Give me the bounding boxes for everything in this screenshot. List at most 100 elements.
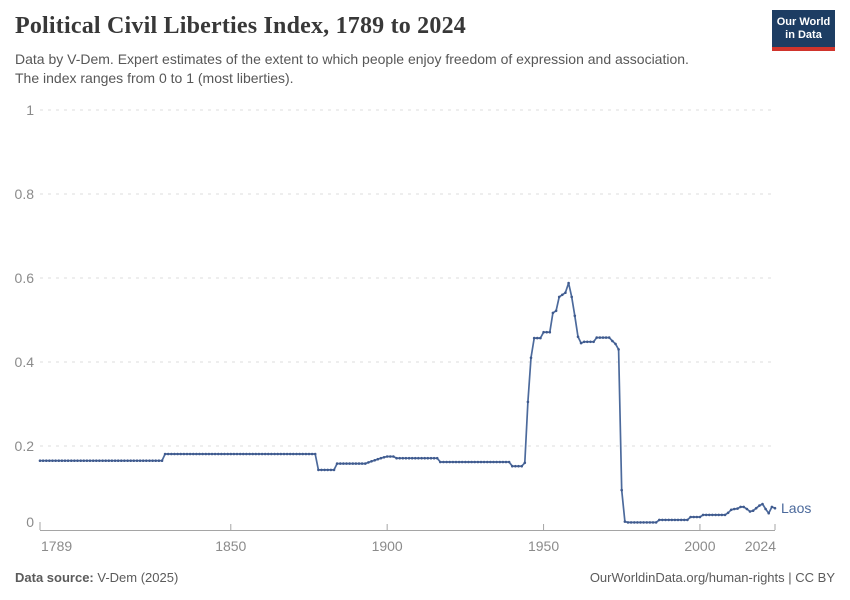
data-point — [110, 459, 114, 463]
data-point — [151, 459, 154, 463]
data-point — [473, 460, 477, 464]
data-point — [379, 456, 383, 460]
data-point — [116, 459, 120, 463]
data-point — [595, 336, 598, 339]
data-point — [673, 518, 677, 522]
data-point — [238, 452, 242, 456]
data-point — [295, 452, 298, 456]
data-point — [232, 452, 236, 456]
data-point — [401, 456, 405, 460]
data-point — [160, 459, 164, 463]
data-point — [76, 459, 79, 463]
x-axis-label-2000: 2000 — [684, 538, 715, 554]
y-axis-label-0.8: 0.8 — [15, 186, 35, 202]
chart-footer: Data source: V-Dem (2025) OurWorldinData… — [15, 570, 835, 585]
data-point — [267, 452, 270, 456]
data-point — [582, 340, 586, 344]
data-point — [129, 459, 132, 463]
data-point — [360, 462, 364, 465]
data-point — [570, 295, 573, 299]
subtitle-line-1: Data by V-Dem. Expert estimates of the e… — [15, 51, 689, 67]
data-point — [464, 460, 467, 464]
data-point — [285, 452, 289, 456]
data-source-value: V-Dem (2025) — [93, 570, 179, 585]
data-point — [376, 457, 380, 461]
data-point — [188, 452, 192, 456]
data-point — [154, 459, 157, 463]
x-axis-label-1850: 1850 — [215, 538, 246, 554]
data-point — [141, 459, 145, 463]
data-point — [664, 518, 667, 522]
data-point — [185, 452, 189, 456]
data-point — [561, 293, 564, 297]
data-point — [248, 452, 251, 456]
data-point — [745, 507, 749, 511]
data-point — [761, 502, 764, 506]
data-point — [198, 452, 201, 456]
data-point — [210, 452, 214, 456]
y-axis-label-0: 0 — [26, 514, 34, 530]
data-point — [679, 518, 683, 522]
data-point — [392, 455, 395, 458]
data-point — [460, 460, 464, 464]
data-point — [626, 521, 630, 524]
data-point — [385, 455, 389, 458]
data-point — [661, 518, 664, 522]
data-point — [104, 459, 107, 463]
data-point — [195, 452, 198, 456]
data-point — [676, 518, 680, 522]
data-point — [301, 452, 305, 456]
data-point — [123, 459, 126, 463]
data-point — [545, 330, 548, 334]
chart-plot-area[interactable] — [40, 100, 775, 530]
data-point — [242, 452, 245, 456]
data-point — [711, 513, 714, 517]
data-point — [683, 518, 686, 522]
data-point — [523, 461, 527, 465]
data-point — [310, 452, 314, 456]
data-point — [714, 513, 717, 517]
data-point — [529, 356, 533, 360]
data-point — [113, 459, 117, 463]
data-point — [332, 468, 336, 472]
data-point — [357, 462, 361, 465]
data-point — [220, 452, 223, 456]
data-point — [60, 459, 64, 463]
data-point — [457, 460, 461, 464]
data-point — [692, 515, 695, 519]
data-point — [398, 456, 402, 460]
owid-logo[interactable]: Our World in Data — [772, 10, 835, 51]
data-point — [98, 459, 101, 463]
data-point — [207, 452, 211, 456]
owid-link[interactable]: OurWorldinData.org/human-rights — [589, 570, 785, 585]
data-point — [51, 459, 54, 463]
data-point — [389, 455, 392, 458]
data-point — [132, 459, 136, 463]
data-source-label: Data source: — [15, 570, 94, 585]
data-point — [486, 460, 489, 464]
data-point — [651, 521, 655, 524]
data-point — [451, 460, 455, 464]
x-axis-label-1789: 1789 — [41, 538, 72, 554]
data-point — [179, 452, 182, 456]
data-point — [41, 459, 45, 463]
data-point — [107, 459, 111, 463]
data-point — [670, 518, 674, 522]
data-point — [454, 460, 458, 464]
data-point — [592, 340, 595, 344]
subtitle-line-2: The index ranges from 0 to 1 (most liber… — [15, 70, 294, 86]
data-point — [539, 336, 542, 340]
x-axis-label-2024: 2024 — [745, 538, 776, 554]
owid-logo-line-1: Our World — [776, 15, 831, 28]
data-point — [226, 452, 229, 456]
data-point — [479, 460, 483, 464]
data-point — [598, 336, 602, 339]
data-point — [257, 452, 261, 456]
data-point — [270, 452, 273, 456]
data-point — [648, 521, 652, 524]
data-point — [173, 452, 176, 456]
data-point — [304, 452, 308, 456]
data-point — [733, 507, 736, 511]
data-point — [85, 459, 89, 463]
